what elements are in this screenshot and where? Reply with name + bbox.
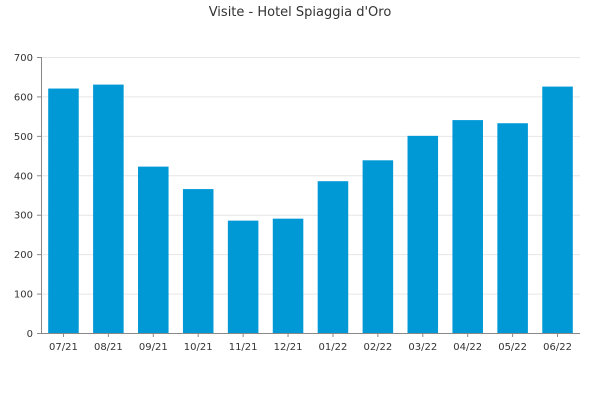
bar — [542, 86, 573, 333]
y-tick-label: 500 — [14, 132, 33, 143]
x-tick-label: 07/21 — [49, 342, 78, 353]
y-tick-label: 100 — [14, 290, 33, 301]
bar — [497, 123, 528, 334]
bar — [227, 220, 259, 333]
y-tick-label: 0 — [27, 329, 33, 340]
y-tick-label: 600 — [14, 92, 33, 103]
x-tick-label: 03/22 — [408, 342, 437, 353]
bar — [452, 120, 483, 333]
chart-title: Visite - Hotel Spiaggia d'Oro — [209, 5, 392, 20]
bar — [317, 181, 349, 333]
x-tick-label: 02/22 — [363, 342, 392, 353]
x-tick-label: 08/21 — [94, 342, 123, 353]
x-tick-label: 12/21 — [274, 342, 303, 353]
y-tick-label: 700 — [14, 53, 33, 64]
y-tick-label: 200 — [14, 250, 33, 261]
bar — [138, 166, 169, 333]
bars — [48, 84, 573, 334]
x-tick-label: 06/22 — [543, 342, 572, 353]
bar — [48, 88, 79, 334]
bar — [93, 84, 124, 333]
x-tick-label: 11/21 — [229, 342, 258, 353]
bar — [272, 218, 304, 333]
y-tick-labels: 0 100 200 300 400 500 600 700 — [14, 53, 41, 340]
y-tick-label: 400 — [14, 171, 33, 182]
x-tick-label: 10/21 — [184, 342, 213, 353]
y-tick-label: 300 — [14, 211, 33, 222]
x-tick-labels: 07/21 08/21 09/21 10/21 11/21 12/21 01/22 02/22… — [49, 333, 572, 353]
bar — [407, 135, 439, 333]
x-tick-label: 04/22 — [453, 342, 482, 353]
grid-lines — [41, 57, 580, 295]
x-tick-label: 01/22 — [319, 342, 348, 353]
x-tick-label: 09/21 — [139, 342, 168, 353]
x-tick-label: 05/22 — [498, 342, 527, 353]
axes — [41, 57, 580, 334]
bar — [182, 189, 214, 333]
bar — [362, 160, 394, 333]
